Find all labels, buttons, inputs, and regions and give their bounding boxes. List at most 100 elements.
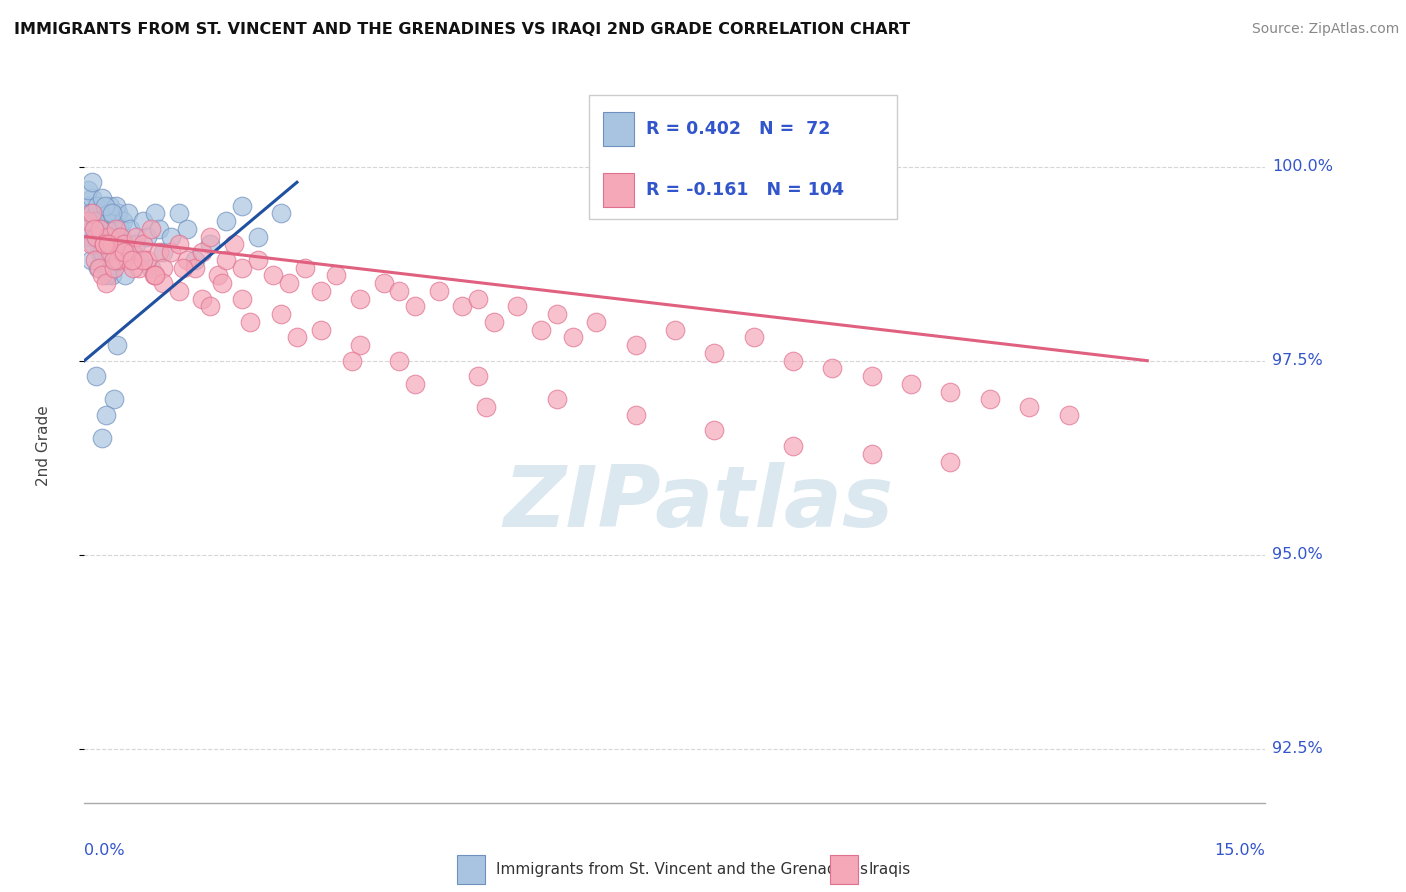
Point: [270, 307, 292, 321]
Point: [167, 284, 190, 298]
Point: [585, 315, 607, 329]
Point: [83, 252, 105, 267]
Point: [143, 268, 166, 283]
Point: [97, 214, 120, 228]
Point: [97, 229, 120, 244]
Point: [107, 252, 129, 267]
Point: [309, 284, 332, 298]
Point: [782, 439, 804, 453]
Point: [97, 206, 120, 220]
Point: [87, 260, 110, 275]
Point: [82, 237, 104, 252]
Point: [231, 292, 253, 306]
Point: [90, 431, 112, 445]
Point: [143, 268, 166, 283]
Point: [624, 408, 647, 422]
Point: [98, 245, 121, 260]
Point: [96, 276, 118, 290]
Point: [83, 222, 105, 236]
Point: [624, 338, 647, 352]
Point: [83, 229, 105, 244]
Point: [96, 245, 118, 260]
Point: [742, 330, 765, 344]
Point: [132, 237, 155, 252]
Point: [191, 245, 214, 260]
Point: [239, 315, 262, 329]
Point: [79, 252, 101, 267]
Point: [111, 252, 134, 267]
Point: [176, 222, 198, 236]
Point: [101, 268, 124, 283]
Point: [207, 268, 229, 283]
Point: [246, 229, 269, 244]
Point: [979, 392, 1001, 407]
Point: [467, 292, 489, 306]
Point: [136, 252, 159, 267]
Point: [200, 229, 222, 244]
Point: [124, 237, 146, 252]
Point: [703, 424, 725, 438]
Point: [111, 245, 134, 260]
Point: [82, 206, 104, 220]
Point: [172, 260, 194, 275]
Point: [84, 229, 107, 244]
Point: [100, 260, 122, 275]
Point: [104, 222, 127, 236]
Point: [107, 338, 129, 352]
Point: [1057, 408, 1080, 422]
Point: [388, 284, 411, 298]
Point: [79, 214, 101, 228]
Point: [91, 268, 114, 283]
Point: [404, 376, 426, 391]
Point: [77, 198, 100, 212]
Point: [104, 245, 127, 260]
Point: [183, 260, 205, 275]
Point: [89, 222, 111, 236]
Point: [104, 198, 127, 212]
Text: Immigrants from St. Vincent and the Grenadines: Immigrants from St. Vincent and the Gren…: [496, 863, 869, 877]
Point: [83, 229, 105, 244]
Point: [152, 260, 174, 275]
Point: [900, 376, 922, 391]
Text: 92.5%: 92.5%: [1272, 741, 1323, 756]
Point: [84, 369, 107, 384]
Point: [349, 292, 371, 306]
Point: [546, 307, 568, 321]
Point: [222, 237, 245, 252]
Point: [89, 214, 111, 228]
Point: [84, 214, 107, 228]
Point: [340, 353, 363, 368]
Point: [112, 245, 135, 260]
Point: [262, 268, 284, 283]
Point: [108, 222, 131, 236]
Point: [285, 330, 308, 344]
Point: [939, 454, 962, 468]
Point: [664, 323, 686, 337]
Point: [107, 206, 129, 220]
Point: [860, 369, 883, 384]
Point: [82, 191, 104, 205]
Point: [373, 276, 395, 290]
Point: [167, 237, 190, 252]
Point: [77, 183, 100, 197]
Point: [96, 268, 118, 283]
Point: [860, 447, 883, 461]
Point: [103, 229, 125, 244]
Point: [96, 260, 118, 275]
Point: [132, 214, 155, 228]
Point: [136, 229, 159, 244]
Point: [98, 198, 121, 212]
Point: [278, 276, 301, 290]
Point: [90, 191, 112, 205]
Point: [246, 252, 269, 267]
Point: [91, 245, 114, 260]
Point: [148, 222, 170, 236]
Point: [89, 222, 111, 236]
Point: [183, 252, 205, 267]
Point: [325, 268, 347, 283]
Text: ZIPatlas: ZIPatlas: [503, 461, 894, 545]
Point: [388, 353, 411, 368]
Point: [103, 392, 125, 407]
Point: [101, 237, 124, 252]
Point: [101, 206, 124, 220]
